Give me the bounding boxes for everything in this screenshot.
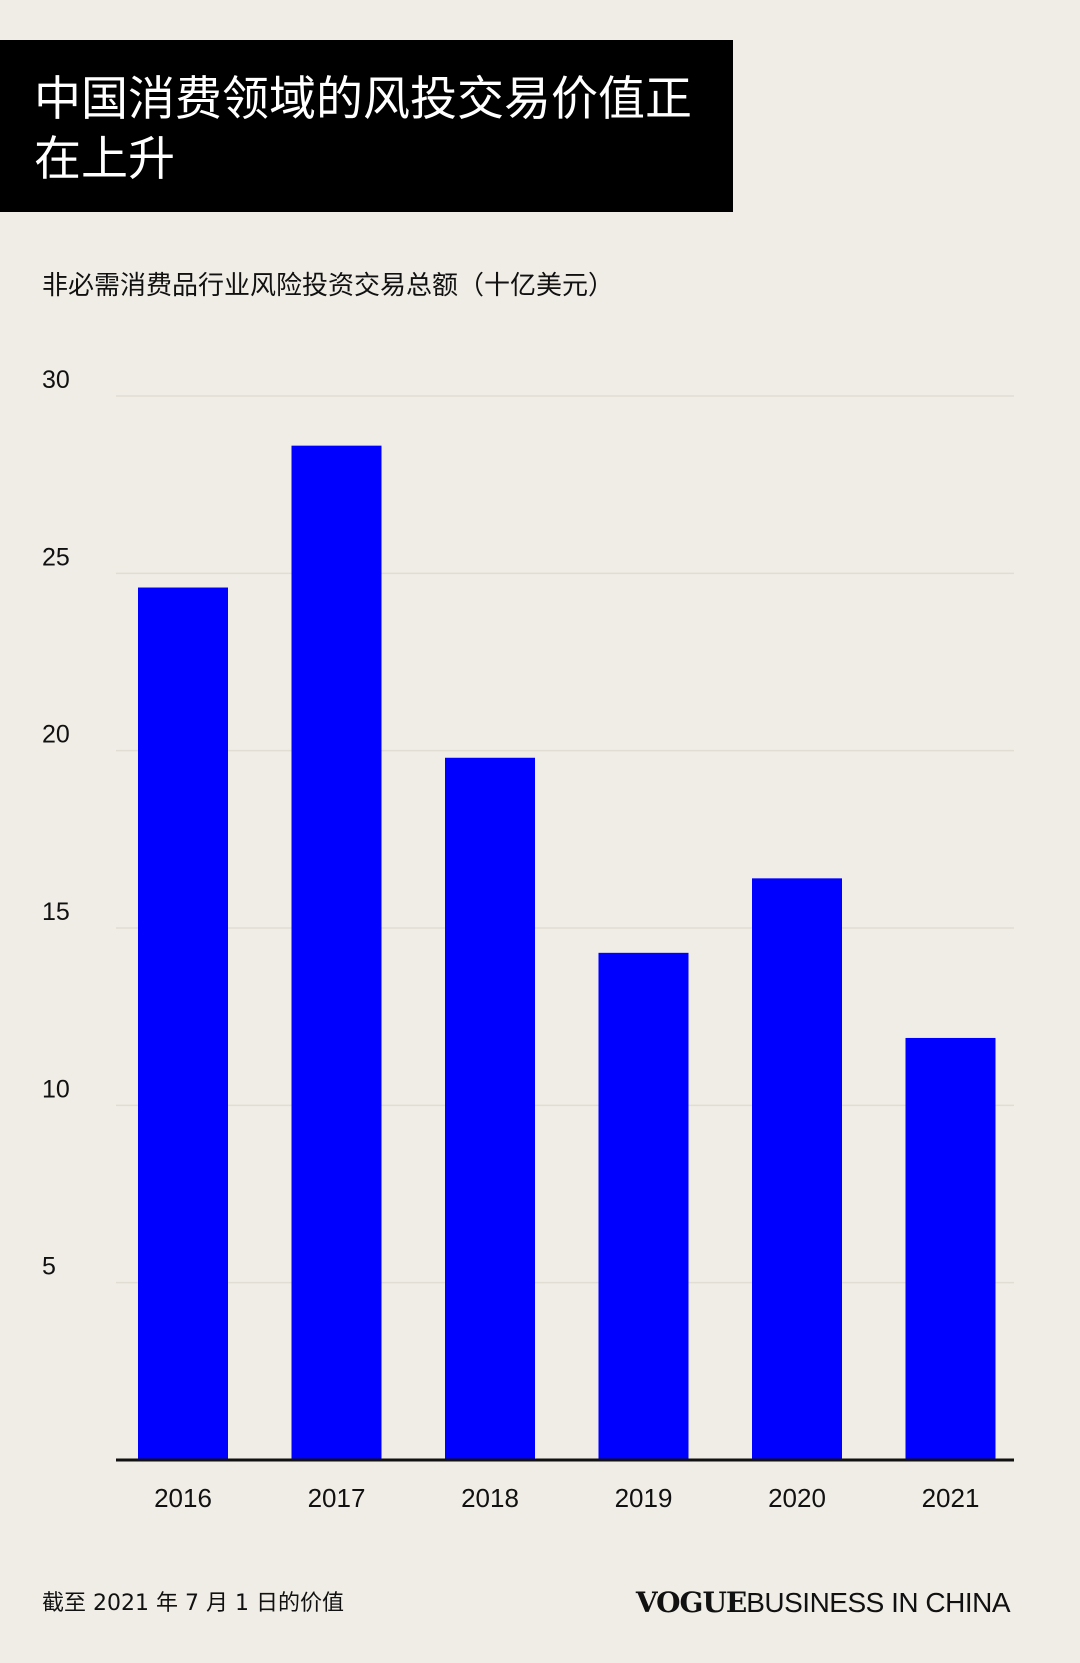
bar-2021: [905, 1037, 996, 1460]
title-box: 中国消费领域的风投交易价值正在上升: [0, 40, 733, 212]
y-tick-label-5: 5: [42, 1253, 56, 1281]
chart-title: 中国消费领域的风投交易价值正在上升: [34, 72, 692, 187]
y-tick-label-20: 20: [42, 721, 70, 749]
bars: [138, 445, 996, 1460]
x-tick-label-2016: 2016: [154, 1483, 212, 1513]
x-axis-ticks: 2016 2017 2018 2019 2020 2021: [154, 1483, 979, 1513]
bar-chart: 5 10 15 20 25 30 2016 2017 2018 2019 2020 2021: [42, 366, 1014, 1513]
bar-2020: [752, 878, 842, 1460]
bar-2017: [291, 445, 382, 1460]
y-tick-label-30: 30: [42, 366, 70, 394]
bar-2019: [598, 952, 689, 1460]
gridlines: [116, 395, 1014, 1284]
x-tick-label-2019: 2019: [615, 1483, 673, 1513]
brand-logo: VOGUEBUSINESS IN CHINA: [635, 1586, 1011, 1620]
chart-subtitle: 非必需消费品行业风险投资交易总额（十亿美元）: [42, 271, 615, 301]
x-tick-label-2018: 2018: [461, 1483, 519, 1513]
brand-logo-text: BUSINESS IN CHINA: [746, 1587, 1010, 1618]
bar-2016: [138, 587, 228, 1460]
y-tick-label-10: 10: [42, 1075, 70, 1103]
x-tick-label-2021: 2021: [922, 1483, 980, 1513]
footnote: 截至 2021 年 7 月 1 日的价值: [42, 1591, 344, 1616]
y-axis-ticks: 5 10 15 20 25 30: [42, 366, 70, 1281]
x-tick-label-2020: 2020: [768, 1483, 826, 1513]
bar-2018: [445, 757, 535, 1460]
y-tick-label-25: 25: [42, 543, 70, 571]
brand-logo-vogue: VOGUE: [635, 1586, 747, 1619]
x-tick-label-2017: 2017: [308, 1483, 366, 1513]
y-tick-label-15: 15: [42, 898, 70, 926]
